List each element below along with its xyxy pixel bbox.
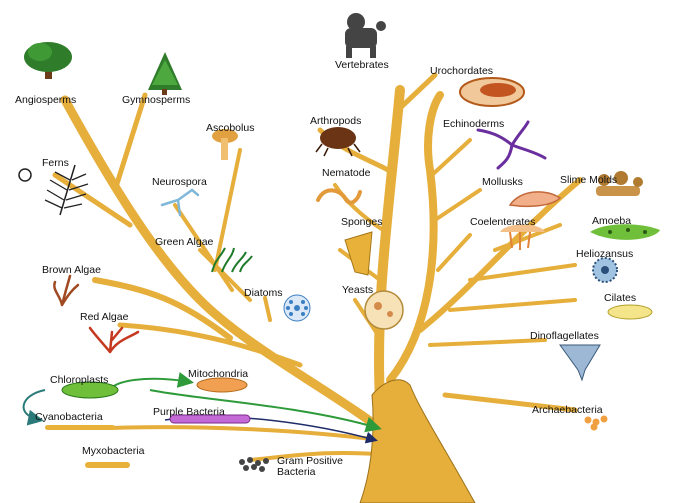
label-gymnosperms: Gymnosperms [122, 94, 191, 106]
label-vertebrates: Vertebrates [335, 59, 389, 71]
label-heliozansus: Heliozansus [576, 248, 634, 260]
label-ferns: Ferns [42, 157, 69, 169]
mushroom-icon [212, 129, 238, 160]
label-dinoflagellates: Dinoflagellates [530, 330, 599, 342]
chloroplast-icon [61, 381, 119, 399]
amoeba-icon [590, 224, 660, 240]
yeast-cell-icon [364, 290, 404, 330]
cyanobacteria-icon [45, 425, 115, 430]
label-angiosperms: Angiosperms [15, 94, 77, 106]
urochordate-icon [459, 77, 525, 107]
gram-positive-icon [239, 457, 269, 472]
green-algae-icon [211, 247, 253, 273]
purple-bacteria-icon [169, 414, 251, 424]
nematode-icon [316, 188, 362, 205]
brown-algae-icon [53, 274, 80, 307]
label-neurospora: Neurospora [152, 176, 207, 188]
label-sponges: Sponges [341, 216, 383, 228]
red-algae-icon [88, 326, 140, 354]
brittle-star-icon [476, 120, 547, 170]
conifer-icon [148, 52, 182, 95]
slime-mold-icon [596, 171, 643, 196]
dinoflagellate-icon [559, 344, 601, 382]
label-urochordates: Urochordates [430, 65, 494, 77]
label-green-algae: Green Algae [155, 236, 214, 248]
label-cyanobacteria: Cyanobacteria [35, 411, 103, 423]
label-coelenterates: Coelenterates [470, 216, 536, 228]
label-red-algae: Red Algae [80, 311, 129, 323]
ciliate-icon [607, 304, 653, 320]
label-arthropods: Arthropods [310, 115, 362, 127]
tree-icon [24, 42, 72, 79]
sponge-icon [344, 231, 373, 276]
label-myxobacteria: Myxobacteria [82, 445, 145, 457]
label-cilates: Cilates [604, 292, 637, 304]
label-purple-bacteria: Purple Bacteria [153, 406, 225, 418]
label-chloroplasts: Chloroplasts [50, 374, 109, 386]
label-brown-algae: Brown Algae [42, 264, 101, 276]
label-gram-positive-bacteria: Gram Positive Bacteria [277, 455, 343, 479]
hyphae-icon [160, 188, 200, 217]
diatom-icon [283, 294, 311, 322]
mite-icon [315, 127, 361, 157]
heliozoan-icon [592, 257, 618, 283]
label-amoeba: Amoeba [592, 215, 632, 227]
label-mollusks: Mollusks [482, 176, 523, 188]
label-slime-molds: Slime Molds [560, 174, 618, 186]
label-echinoderms: Echinoderms [443, 118, 505, 130]
myxobacteria-icon [85, 462, 130, 468]
label-ascobolus: Ascobolus [206, 122, 255, 134]
label-diatoms: Diatoms [244, 287, 283, 299]
label-yeasts: Yeasts [342, 284, 374, 296]
label-nematode: Nematode [322, 167, 371, 179]
mitochondrion-icon [196, 377, 248, 393]
mollusk-icon [508, 191, 562, 208]
tree-branches [52, 72, 583, 462]
tree-trunk [359, 379, 476, 503]
label-archaebacteria: Archaebacteria [532, 404, 603, 416]
poodle-icon [345, 13, 386, 58]
label-mitochondria: Mitochondria [188, 368, 249, 380]
fern-icon [18, 164, 89, 216]
archaebacteria-icon [584, 415, 608, 431]
jellyfish-icon [500, 224, 545, 250]
